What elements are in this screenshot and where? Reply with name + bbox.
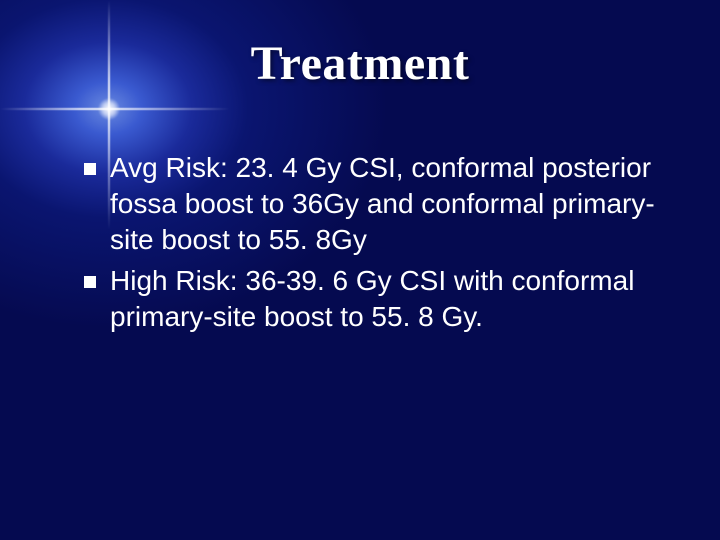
list-item: Avg Risk: 23. 4 Gy CSI, conformal poster…	[84, 150, 660, 257]
list-item: High Risk: 36-39. 6 Gy CSI with conforma…	[84, 263, 660, 335]
bullet-text: High Risk: 36-39. 6 Gy CSI with conforma…	[110, 263, 660, 335]
bullet-text: Avg Risk: 23. 4 Gy CSI, conformal poster…	[110, 150, 660, 257]
slide-title: Treatment	[0, 36, 720, 91]
bullet-square-icon	[84, 163, 96, 175]
slide: Treatment Avg Risk: 23. 4 Gy CSI, confor…	[0, 0, 720, 540]
slide-body: Avg Risk: 23. 4 Gy CSI, conformal poster…	[84, 150, 660, 341]
bullet-square-icon	[84, 276, 96, 288]
